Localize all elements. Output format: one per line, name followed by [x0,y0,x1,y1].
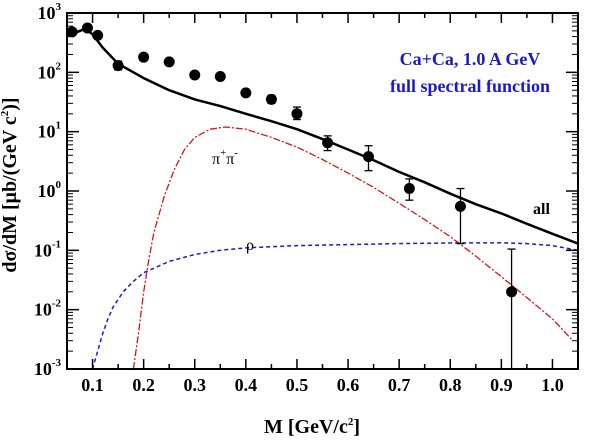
data-point [163,56,175,68]
y-tick-label: 102 [38,60,62,82]
data-point [81,22,93,34]
data-point [362,151,374,163]
x-tick-label: 0.8 [439,375,462,395]
axis-ticks [66,12,578,370]
y-axis-title: dσ/dM [μb/(GeV c2)] [0,97,21,272]
x-tick-label: 0.5 [286,375,309,395]
x-tick-label: 0.1 [81,375,104,395]
data-point [403,183,415,195]
pipi-annotation: π+π- [212,147,238,168]
x-tick-label: 0.6 [337,375,360,395]
x-axis-title: M [GeV/c2] [264,416,360,438]
y-tick-label: 10-3 [34,357,62,379]
data-point [322,137,334,149]
data-point [291,108,303,120]
data-point [214,71,226,83]
rho-annotation: ρ [246,237,254,254]
data-point [67,26,78,38]
data-point [265,93,277,105]
x-tick-label: 0.7 [388,375,411,395]
data-point [138,51,150,63]
data-point [92,29,104,41]
x-tick-label: 0.9 [490,375,513,395]
data-point [240,87,252,99]
all-annotation: all [533,201,550,218]
legend-line-2: full spectral function [390,76,550,96]
data-point [189,69,201,81]
y-tick-label: 101 [38,120,62,142]
x-tick-label: 0.4 [235,375,258,395]
data-point [506,286,518,298]
x-tick-label: 0.3 [184,375,207,395]
y-tick-label: 103 [38,1,62,23]
y-tick-label: 10-2 [34,298,62,320]
tick-labels: 0.1 0.2 0.3 0.4 0.5 0.6 0.7 0.8 0.9 1.0 103 102 101 1… [34,1,564,395]
data-point [454,200,466,212]
y-tick-label: 10-1 [34,238,61,260]
series-pipi-curve [132,126,574,369]
x-tick-label: 0.2 [132,375,155,395]
series-rho-curve [91,242,578,369]
y-tick-label: 100 [38,179,62,201]
legend-line-1: Ca+Ca, 1.0 A GeV [400,49,541,69]
x-tick-label: 1.0 [541,375,564,395]
data-point [112,60,124,72]
plot-area [67,22,578,369]
